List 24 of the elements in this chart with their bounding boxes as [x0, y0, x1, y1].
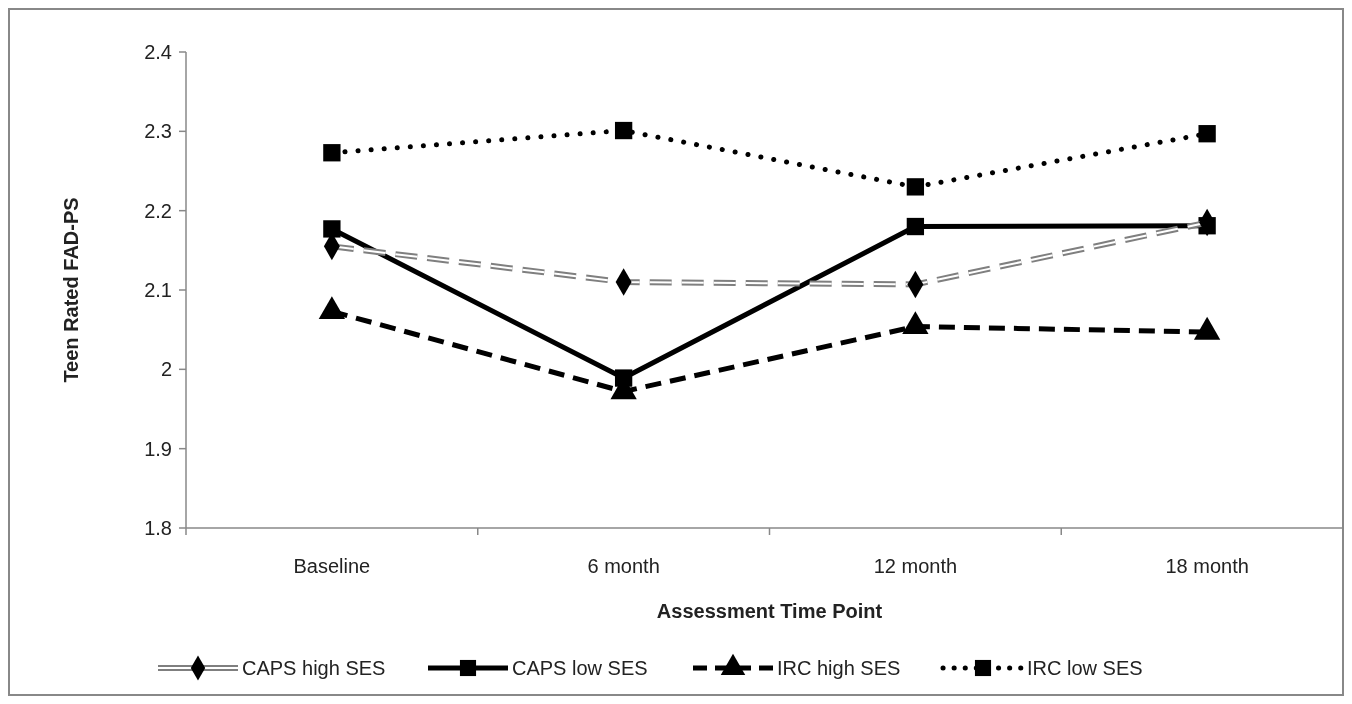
legend-label: CAPS low SES — [512, 657, 648, 679]
y-tick-label: 2.3 — [144, 120, 172, 143]
y-tick-label: 2.2 — [144, 199, 172, 222]
point — [1198, 125, 1216, 143]
legend-label: IRC high SES — [777, 657, 901, 679]
x-tick-label: 12 month — [873, 555, 958, 577]
x-axis-title: Assessment Time Point — [656, 600, 883, 622]
y-axis-title: Teen Rated FAD-PS — [60, 197, 82, 383]
y-tick-label: 1.8 — [144, 517, 172, 539]
point — [323, 144, 341, 162]
point — [614, 369, 633, 387]
x-tick-label: Baseline — [293, 555, 371, 577]
point — [906, 217, 925, 236]
y-tick-label: 1.9 — [144, 437, 172, 460]
point — [906, 178, 925, 196]
y-tick-label: 2.4 — [144, 41, 172, 63]
legend-label: IRC low SES — [1027, 657, 1143, 679]
x-tick-label: 18 month — [1165, 555, 1249, 577]
y-tick-label: 2 — [160, 358, 172, 381]
legend-label: CAPS high SES — [242, 657, 386, 679]
point — [323, 220, 341, 238]
point — [614, 121, 633, 140]
y-tick-label: 2.1 — [144, 279, 172, 301]
x-tick-label: 6 month — [587, 555, 660, 577]
